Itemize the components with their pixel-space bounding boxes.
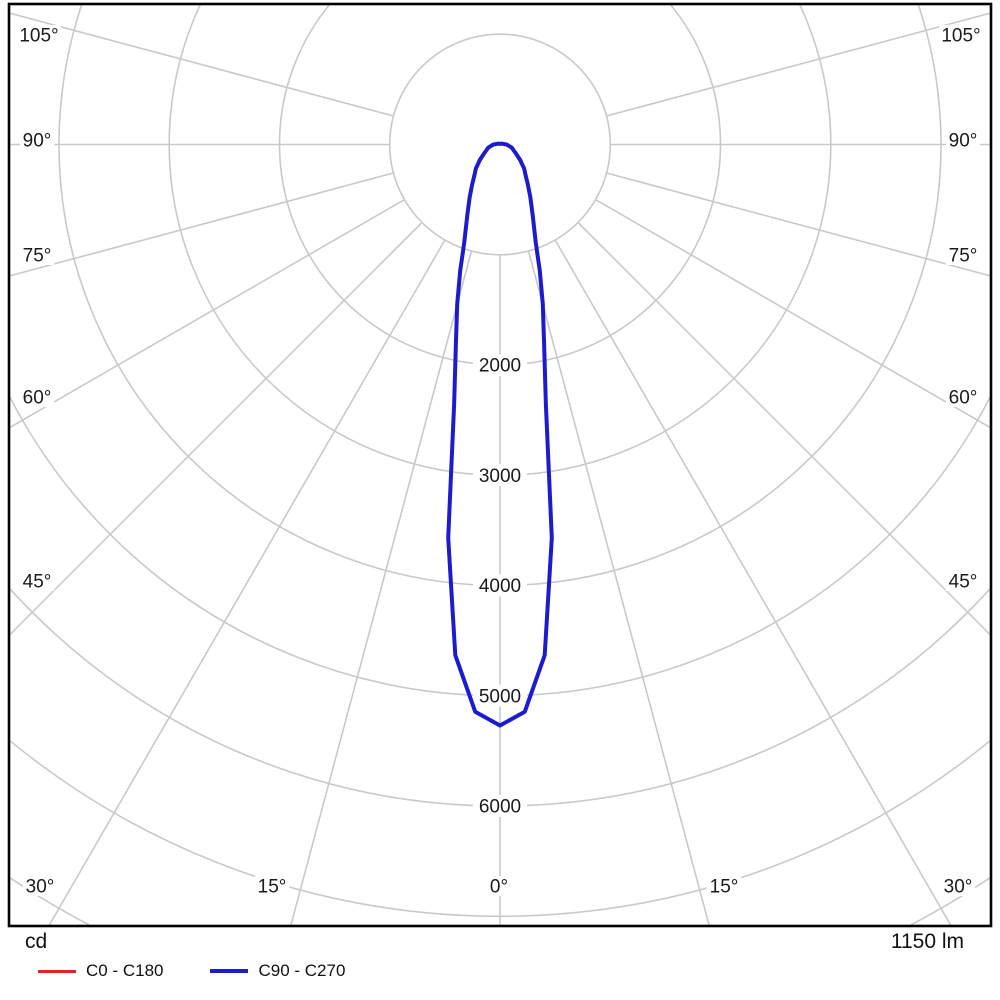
grid-ray [9,12,394,117]
angle-label-bg [19,571,55,591]
legend-label-c0-c180: C0 - C180 [86,961,164,980]
legend-line-c90-c270-icon [210,969,249,973]
angle-label-bg [945,387,981,407]
angle-label-bg [945,571,981,591]
angle-tick-label: 0° [490,877,508,898]
angle-tick-label: 60° [23,388,52,409]
radial-label-bg [473,684,527,707]
angle-label-bg [17,25,61,45]
angle-tick-label: 75° [949,246,978,267]
grid-ray [595,198,991,429]
radial-label-bg [473,464,527,487]
angle-tick-label: 45° [23,572,52,593]
angle-label-bg [254,876,290,896]
radial-tick-label: 2000 [479,356,521,377]
angle-label-bg [940,876,976,896]
grid-ray [9,172,394,277]
legend: C0 - C180 C90 - C270 [38,961,345,981]
angle-label-bg [945,130,981,150]
angle-label-bg [19,387,55,407]
angle-label-bg [706,876,742,896]
radial-label-bg [473,354,527,376]
grid-ray [577,221,991,637]
grid-ray [606,172,991,277]
angle-tick-label: 45° [949,572,978,593]
angle-tick-label: 15° [258,877,287,898]
radial-tick-label: 3000 [479,466,521,487]
angle-label-bg [486,876,512,896]
angle-label-bg [939,25,983,45]
angle-tick-label: 30° [944,877,973,898]
plot-border [7,2,993,928]
flux-label: 1150 lm [890,930,964,953]
angle-tick-label: 105° [19,26,58,47]
legend-item-c0-c180: C0 - C180 [38,961,163,981]
grid-ray [9,221,423,637]
grid-ray [527,250,711,926]
angle-tick-label: 75° [23,246,52,267]
unit-label: cd [25,930,48,953]
angle-label-bg [19,245,55,265]
angle-tick-label: 30° [26,877,55,898]
intensity-curve-c90-c270 [446,141,554,728]
angle-label-bg [19,130,55,150]
radial-tick-label: 5000 [479,686,521,707]
angle-label-bg [945,245,981,265]
grid-ray [606,12,991,117]
angle-label-bg [22,876,58,896]
grid-ray [554,239,953,926]
angle-tick-label: 90° [949,131,978,152]
radial-tick-label: 6000 [479,797,521,818]
legend-label-c90-c270: C90 - C270 [258,961,346,980]
grid-ray [9,198,405,429]
legend-line-c0-c180-icon [38,969,76,973]
legend-item-c90-c270: C90 - C270 [210,961,345,981]
angle-tick-label: 105° [941,26,980,47]
radial-tick-label: 4000 [479,576,521,597]
angle-tick-label: 60° [949,388,978,409]
radial-label-bg [473,795,527,817]
radial-label-bg [473,574,527,597]
angle-tick-label: 90° [23,131,52,152]
grid-ray [289,250,473,926]
grid-ray [47,239,446,926]
footer-row: cd 1150 lm [25,930,964,954]
angle-tick-label: 15° [710,877,739,898]
